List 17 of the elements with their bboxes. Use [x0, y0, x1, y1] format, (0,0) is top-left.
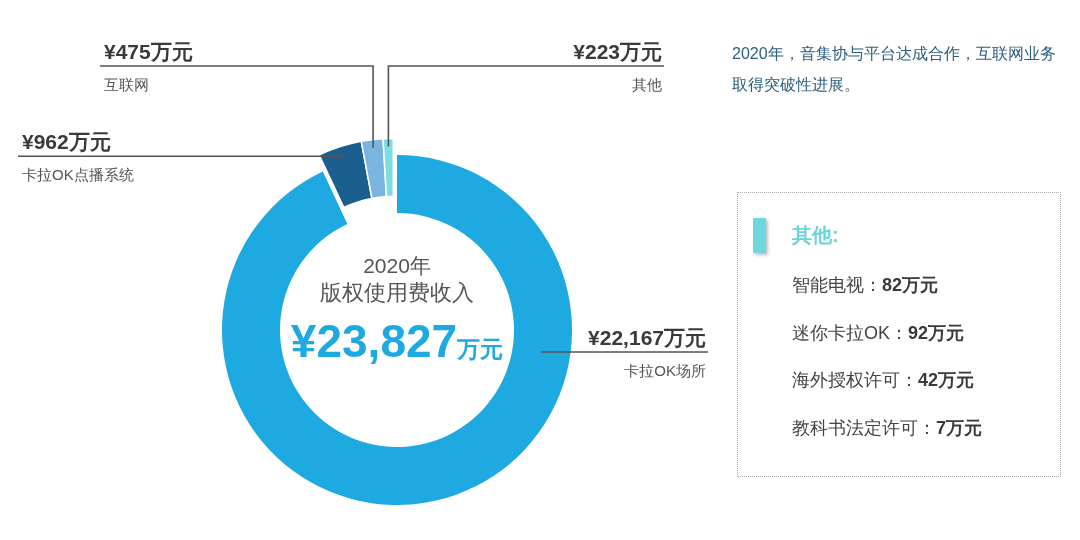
text: 教科书法定许可：7万元	[792, 417, 983, 438]
data-label: ¥475万元	[104, 40, 193, 63]
text: 迷你卡拉OK：92万元	[792, 322, 965, 343]
text: 其他:	[792, 223, 839, 248]
data-label: ¥22,167万元	[588, 326, 706, 349]
data-label: ¥962万元	[22, 130, 111, 154]
slice-label: 互联网	[104, 76, 149, 93]
text: 2020年，音集协与平台达成合作，互联网业务取得突破性进展。	[732, 44, 1057, 95]
slice-label: 卡拉OK场所	[624, 362, 706, 379]
text: 2020年	[362, 253, 432, 279]
text: ¥23,827万元	[290, 315, 504, 367]
text: 版权使用费收入	[319, 279, 475, 306]
text: 海外授权许可：42万元	[792, 370, 975, 390]
slice-label: 卡拉OK点播系统	[22, 166, 134, 184]
data-label: ¥223万元	[573, 40, 662, 63]
text: 智能电视：82万元	[792, 275, 939, 295]
slice-label: 其他	[632, 76, 662, 93]
